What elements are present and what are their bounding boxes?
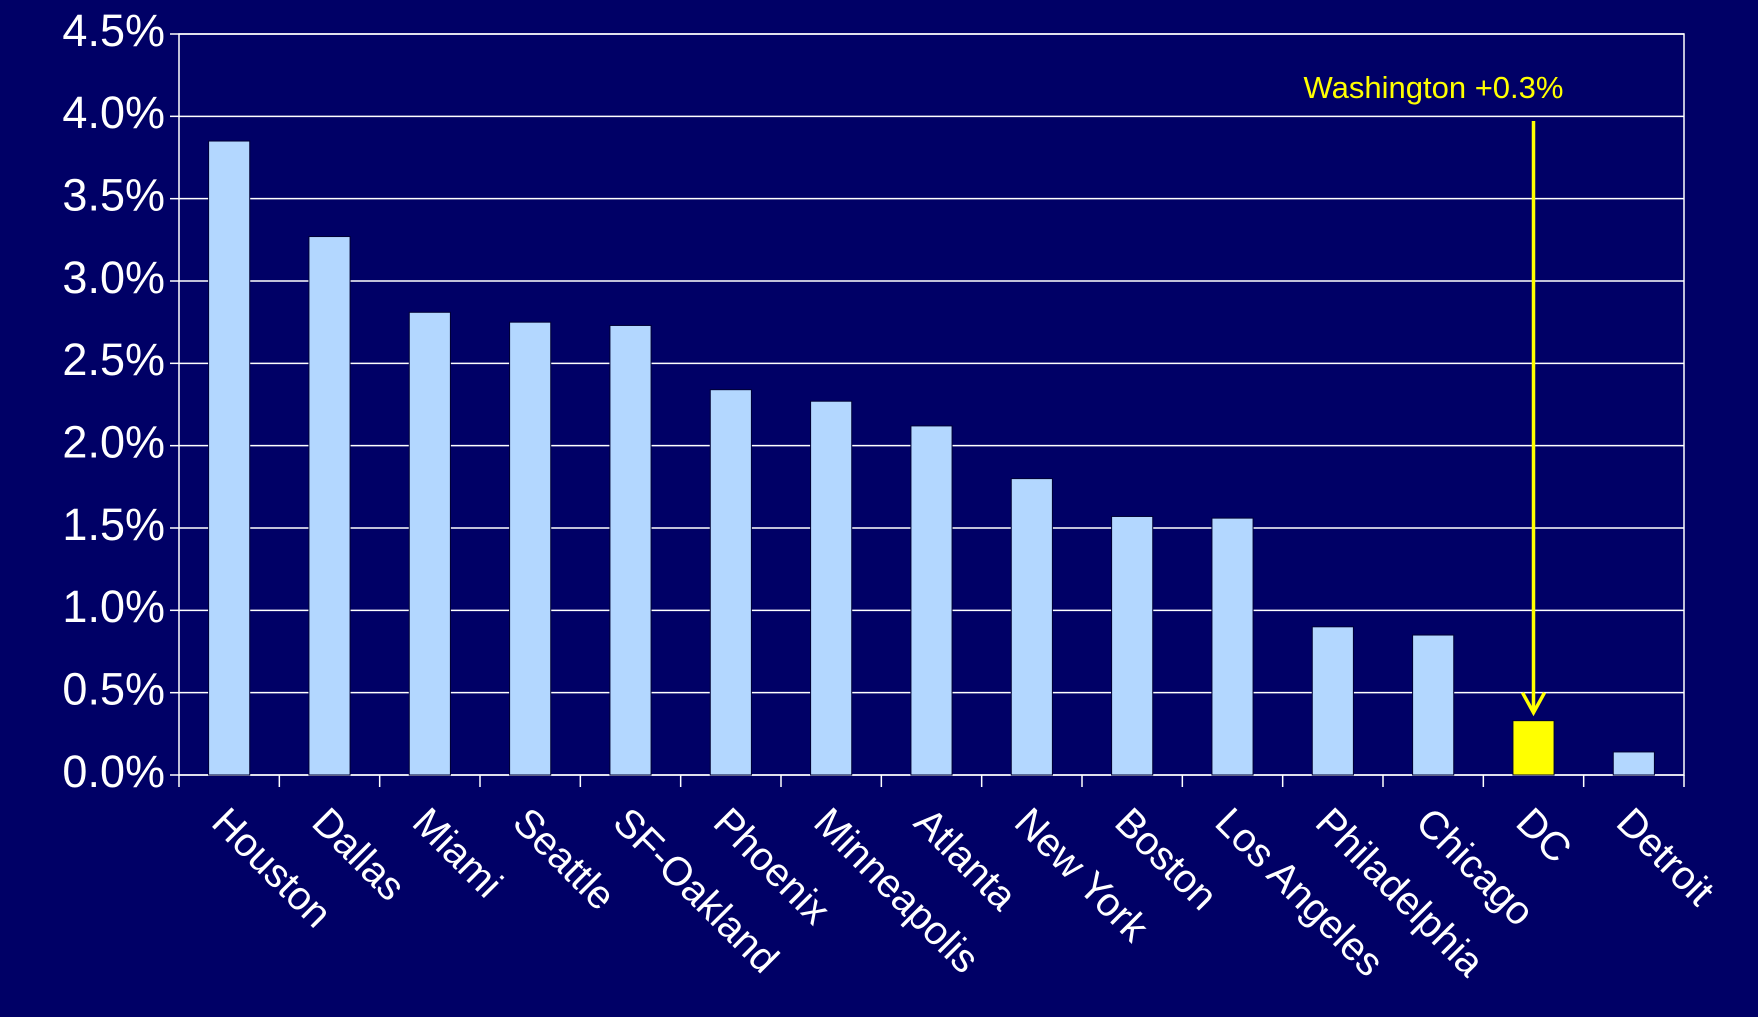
y-tick-label: 3.0% bbox=[62, 252, 165, 303]
y-tick-label: 2.5% bbox=[62, 334, 165, 385]
y-tick-label: 3.5% bbox=[62, 170, 165, 221]
bar bbox=[1311, 626, 1354, 776]
bar bbox=[1211, 517, 1254, 776]
y-tick-label: 2.0% bbox=[62, 417, 165, 468]
bar bbox=[408, 311, 451, 776]
annotation: Washington +0.3% bbox=[1304, 70, 1564, 105]
y-tick-label: 4.5% bbox=[62, 5, 165, 56]
y-tick-label: 0.5% bbox=[62, 664, 165, 715]
y-tick-label: 1.0% bbox=[62, 581, 165, 632]
bar bbox=[1512, 720, 1555, 776]
bar bbox=[810, 400, 853, 776]
bar bbox=[709, 389, 752, 776]
y-tick-label: 1.5% bbox=[62, 499, 165, 550]
bar bbox=[609, 324, 652, 776]
bar bbox=[1612, 751, 1655, 776]
bar bbox=[1412, 634, 1455, 776]
bar bbox=[1010, 478, 1053, 776]
annotation-arrowhead bbox=[1520, 691, 1547, 717]
y-tick-label: 4.0% bbox=[62, 87, 165, 138]
bar bbox=[910, 425, 953, 776]
bar bbox=[208, 140, 251, 776]
bar bbox=[509, 321, 552, 776]
bar bbox=[308, 236, 351, 776]
bar bbox=[1111, 515, 1154, 776]
y-tick-label: 0.0% bbox=[62, 746, 165, 797]
